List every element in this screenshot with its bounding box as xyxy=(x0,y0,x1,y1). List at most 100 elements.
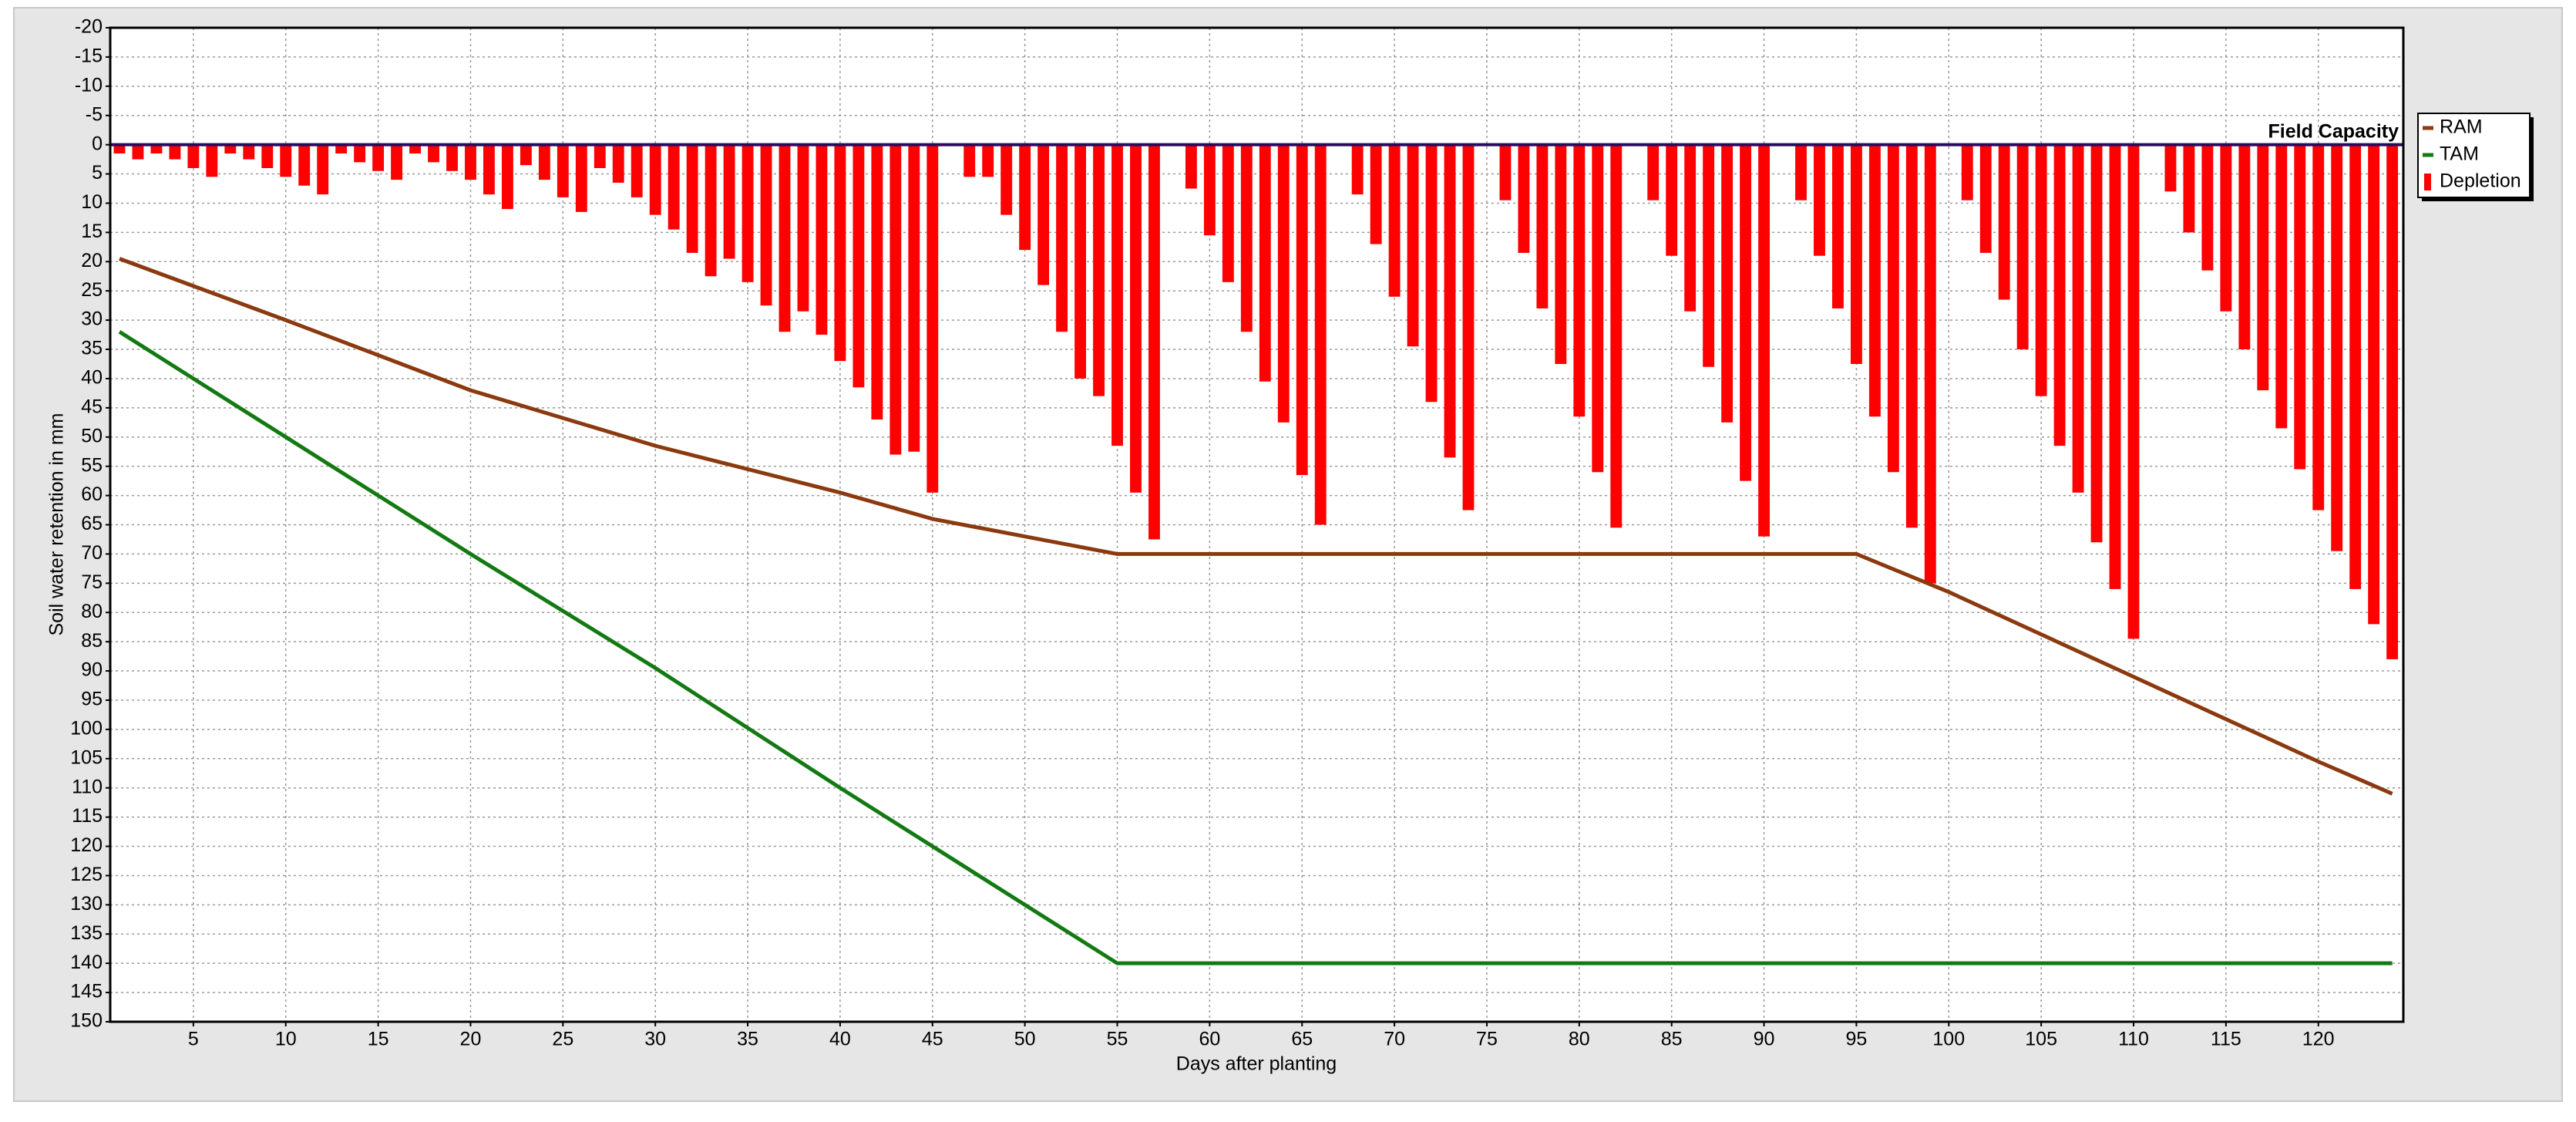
bar xyxy=(1758,144,1770,537)
bar xyxy=(1444,144,1456,458)
bar xyxy=(1979,144,1992,253)
bar xyxy=(372,144,385,171)
bar xyxy=(169,144,181,160)
bar xyxy=(2257,144,2269,391)
bar xyxy=(723,144,735,259)
line xyxy=(119,257,2393,796)
bar xyxy=(2368,144,2380,625)
x-tick-label: 50 xyxy=(1014,1029,1036,1050)
bar xyxy=(1037,144,1050,285)
bar xyxy=(908,144,920,452)
x-tick-label: 110 xyxy=(2118,1029,2149,1050)
y-tick-label: -15 xyxy=(75,45,103,67)
bar xyxy=(132,144,144,160)
bar xyxy=(2183,144,2195,233)
bar xyxy=(2220,144,2232,312)
bar xyxy=(2053,144,2066,446)
x-tick-label: 45 xyxy=(922,1029,943,1050)
bar xyxy=(501,144,513,210)
x-axis-label: Days after planting xyxy=(1176,1053,1337,1075)
bar xyxy=(1647,144,1660,200)
bar xyxy=(760,144,772,306)
bar xyxy=(797,144,809,312)
y-tick-label: 45 xyxy=(81,396,103,417)
bar xyxy=(816,144,828,335)
x-tick-label: 60 xyxy=(1199,1029,1220,1050)
y-tick-label: -10 xyxy=(75,74,103,96)
bar xyxy=(1277,144,1290,423)
bar xyxy=(1850,144,1862,364)
bar xyxy=(1573,144,1586,417)
x-tick-label: 55 xyxy=(1107,1029,1128,1050)
bar xyxy=(1998,144,2010,300)
bar xyxy=(1499,144,1512,200)
bar xyxy=(889,144,902,455)
bar xyxy=(2386,144,2399,659)
bar xyxy=(649,144,661,215)
bar xyxy=(113,144,126,154)
y-tick-label: 70 xyxy=(81,542,103,564)
bar xyxy=(853,144,865,388)
bar xyxy=(1000,144,1013,215)
bar xyxy=(2294,144,2306,470)
bar xyxy=(520,144,532,166)
x-tick-label: 65 xyxy=(1291,1029,1313,1050)
bar xyxy=(1388,144,1401,297)
y-tick-label: 95 xyxy=(81,689,103,710)
y-tick-label: 85 xyxy=(81,630,103,652)
bar xyxy=(1019,144,1031,251)
y-tick-label: 105 xyxy=(70,746,103,768)
bar xyxy=(446,144,458,171)
y-tick-label: 60 xyxy=(81,484,103,505)
bar xyxy=(594,144,606,168)
y-tick-label: 80 xyxy=(81,601,103,622)
bar xyxy=(1351,144,1364,195)
x-tick-label: 5 xyxy=(188,1029,199,1050)
y-tick-label: 40 xyxy=(81,367,103,389)
x-tick-label: 40 xyxy=(829,1029,851,1050)
bar xyxy=(1740,144,1752,481)
bar xyxy=(1093,144,1105,396)
bar xyxy=(2016,144,2029,350)
y-tick-label: 100 xyxy=(70,717,103,739)
x-tick-label: 95 xyxy=(1846,1029,1868,1050)
bar xyxy=(1296,144,1308,476)
bar xyxy=(409,144,421,154)
legend-label: Depletion xyxy=(2440,170,2521,192)
x-tick-label: 20 xyxy=(460,1029,482,1050)
bar xyxy=(1905,144,1918,528)
bar xyxy=(187,144,200,168)
bar xyxy=(1795,144,1807,200)
line xyxy=(118,330,2393,965)
bar xyxy=(1425,144,1438,403)
x-tick-label: 10 xyxy=(275,1029,297,1050)
bar xyxy=(1721,144,1734,423)
bar xyxy=(224,144,237,154)
bar xyxy=(926,144,939,493)
bar xyxy=(261,144,274,168)
bar xyxy=(1555,144,1567,364)
y-tick-label: 55 xyxy=(81,454,103,476)
bar xyxy=(354,144,366,163)
y-tick-label: 130 xyxy=(70,893,103,915)
bar xyxy=(1868,144,1881,417)
y-tick-label: 10 xyxy=(81,191,103,213)
bar xyxy=(1518,144,1530,253)
bar xyxy=(871,144,883,420)
y-axis-label: Soil water retention in mm xyxy=(46,413,68,635)
bar xyxy=(982,144,994,177)
y-tick-label: 145 xyxy=(70,981,103,1002)
bar xyxy=(1703,144,1715,367)
field-capacity-label: Field Capacity xyxy=(2268,120,2399,142)
plot-frame xyxy=(109,26,2405,1023)
bar xyxy=(2072,144,2084,493)
x-tick-label: 85 xyxy=(1661,1029,1683,1050)
y-tick-label: 20 xyxy=(81,250,103,271)
bar xyxy=(1240,144,1253,332)
y-tick-label: -5 xyxy=(86,103,103,125)
bar xyxy=(963,144,976,177)
bar xyxy=(2164,144,2177,192)
x-tick-label: 115 xyxy=(2211,1029,2241,1050)
